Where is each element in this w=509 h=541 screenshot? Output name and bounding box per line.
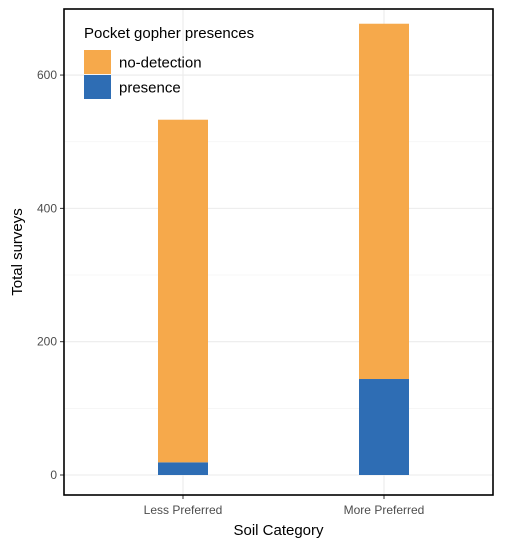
bar-no-detection-1 <box>359 23 409 380</box>
legend-key-presence <box>84 75 111 99</box>
bar-no-detection-0 <box>158 119 208 463</box>
x-tick-label: Less Preferred <box>144 503 223 517</box>
legend-title: Pocket gopher presences <box>84 25 254 42</box>
x-tick-label: More Preferred <box>344 503 425 517</box>
bar-presence-0 <box>158 462 208 475</box>
panel-border <box>63 8 494 496</box>
y-tick-label: 0 <box>50 468 57 482</box>
x-axis-ticks: Less Preferred More Preferred <box>144 495 425 517</box>
bar-presence-1 <box>359 379 409 475</box>
x-axis-title: Soil Category <box>233 522 324 539</box>
bars <box>158 23 409 475</box>
y-tick-label: 400 <box>37 201 57 215</box>
legend-label-no-detection: no-detection <box>119 55 202 72</box>
legend-key-no-detection <box>84 50 111 74</box>
y-tick-label: 600 <box>37 68 57 82</box>
legend: Pocket gopher presences no-detection pres… <box>84 25 254 99</box>
y-axis-title: Total surveys <box>9 208 26 296</box>
y-tick-label: 200 <box>37 335 57 349</box>
legend-label-presence: presence <box>119 80 181 97</box>
y-axis-ticks: 0 200 400 600 <box>37 68 64 482</box>
